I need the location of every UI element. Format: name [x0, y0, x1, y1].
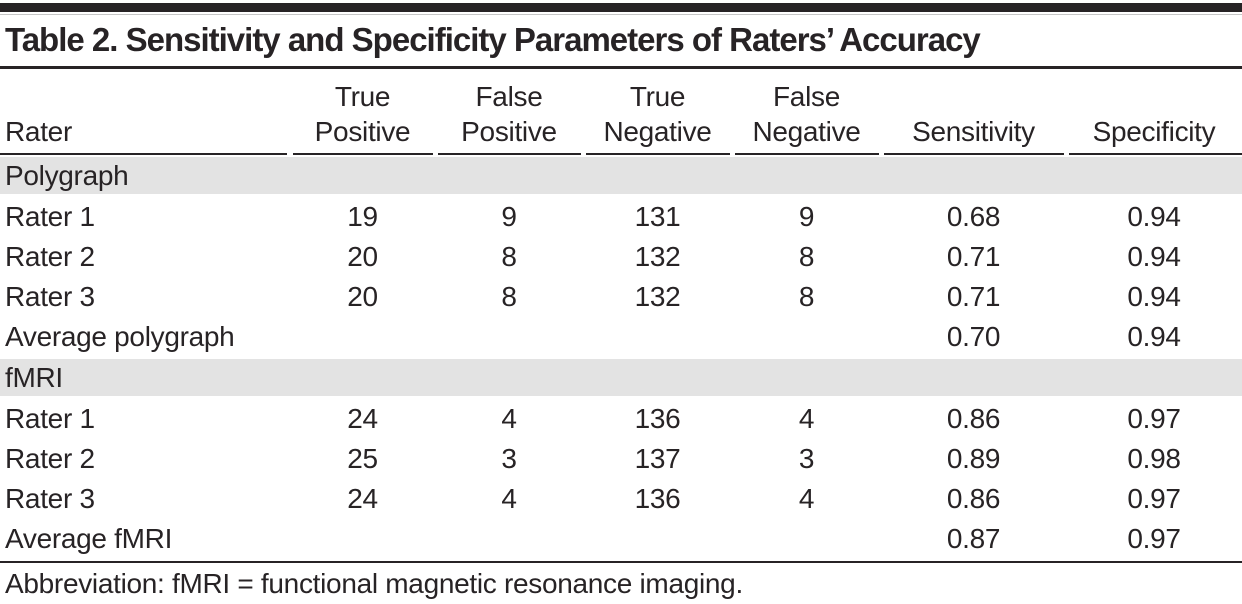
- cell-specificity: 0.94: [1127, 241, 1181, 272]
- cell-sensitivity: 0.71: [946, 281, 1001, 312]
- cell-tn: 137: [634, 443, 681, 474]
- cell-tp: 24: [347, 403, 378, 434]
- cell-tn: 136: [634, 483, 681, 514]
- table-header: Rater True Positive False Positive True …: [0, 69, 1242, 156]
- cell-tp: 19: [347, 201, 378, 232]
- cell-fp: 8: [501, 281, 517, 312]
- cell-rater: Rater 2: [5, 443, 95, 474]
- cell-fp: [435, 317, 583, 358]
- cell-fp: 4: [501, 483, 517, 514]
- cell-tp: 25: [347, 443, 378, 474]
- cell-specificity: 0.94: [1127, 281, 1181, 312]
- table-row: Rater 2 25 3 137 3 0.89 0.98: [0, 439, 1242, 479]
- table-body: Polygraph Rater 1 19 9 131 9 0.68 0.94 Rater 2 20…: [0, 155, 1242, 559]
- cell-fp: 4: [501, 403, 517, 434]
- cell-sensitivity: 0.70: [946, 321, 1001, 352]
- cell-sensitivity: 0.89: [946, 443, 1001, 474]
- cell-tn: 132: [634, 241, 681, 272]
- table-row: Rater 1 24 4 136 4 0.86 0.97: [0, 398, 1242, 440]
- cell-tn: 132: [634, 281, 681, 312]
- top-rule-shadow: [0, 14, 1242, 15]
- cell-specificity: 0.98: [1127, 443, 1181, 474]
- col-header-sensitivity: Sensitivity: [881, 69, 1066, 156]
- cell-sensitivity: 0.86: [946, 483, 1001, 514]
- cell-specificity: 0.97: [1127, 403, 1181, 434]
- section-row: Polygraph: [0, 155, 1242, 197]
- cell-specificity: 0.97: [1127, 483, 1181, 514]
- cell-fn: 4: [798, 403, 815, 434]
- cell-specificity: 0.94: [1127, 201, 1181, 232]
- cell-tn: 131: [634, 201, 681, 232]
- col-header-true-positive: True Positive: [290, 69, 435, 156]
- cell-fn: 4: [798, 483, 815, 514]
- cell-sensitivity: 0.68: [946, 201, 1001, 232]
- section-label: Polygraph: [0, 155, 1242, 197]
- table-row: Average fMRI 0.87 0.97: [0, 519, 1242, 559]
- col-header-false-positive: False Positive: [435, 69, 583, 156]
- table-row: Rater 2 20 8 132 8 0.71 0.94: [0, 237, 1242, 277]
- header-row: Rater True Positive False Positive True …: [0, 69, 1242, 156]
- cell-tp: [290, 317, 435, 358]
- cell-tn: [583, 317, 732, 358]
- cell-sensitivity: 0.86: [946, 403, 1001, 434]
- table-row: Rater 1 19 9 131 9 0.68 0.94: [0, 196, 1242, 238]
- cell-rater: Average fMRI: [5, 523, 173, 554]
- cell-fn: 9: [798, 201, 815, 232]
- cell-tp: [290, 519, 435, 559]
- cell-tn: [583, 519, 732, 559]
- table-row: Rater 3 24 4 136 4 0.86 0.97: [0, 479, 1242, 519]
- cell-specificity: 0.97: [1127, 523, 1181, 554]
- cell-fn: [732, 317, 881, 358]
- sensitivity-specificity-table: Rater True Positive False Positive True …: [0, 69, 1242, 559]
- cell-sensitivity: 0.87: [946, 523, 1001, 554]
- cell-rater: Rater 1: [5, 403, 95, 434]
- cell-rater: Rater 1: [5, 201, 95, 232]
- cell-tp: 20: [347, 281, 378, 312]
- table-row: Rater 3 20 8 132 8 0.71 0.94: [0, 277, 1242, 317]
- table-row: Average polygraph 0.70 0.94: [0, 317, 1242, 358]
- col-header-specificity: Specificity: [1066, 69, 1242, 156]
- cell-tp: 24: [347, 483, 378, 514]
- table-title: Table 2. Sensitivity and Specificity Par…: [0, 15, 1242, 69]
- cell-fp: 3: [501, 443, 517, 474]
- col-header-rater: Rater: [0, 69, 290, 156]
- cell-tn: 136: [634, 403, 681, 434]
- cell-sensitivity: 0.71: [946, 241, 1001, 272]
- cell-fn: 8: [798, 281, 815, 312]
- cell-fp: [435, 519, 583, 559]
- cell-specificity: 0.94: [1127, 321, 1181, 352]
- cell-fp: 8: [501, 241, 517, 272]
- cell-fn: 3: [798, 443, 815, 474]
- cell-fn: [732, 519, 881, 559]
- cell-rater: Rater 2: [5, 241, 95, 272]
- cell-tp: 20: [347, 241, 378, 272]
- col-header-false-negative: False Negative: [732, 69, 881, 156]
- cell-rater: Rater 3: [5, 281, 95, 312]
- cell-rater: Rater 3: [5, 483, 95, 514]
- section-row: fMRI: [0, 357, 1242, 399]
- cell-fn: 8: [798, 241, 815, 272]
- cell-rater: Average polygraph: [5, 321, 235, 352]
- section-label: fMRI: [0, 357, 1242, 399]
- top-rule: [0, 3, 1242, 12]
- table-footnote: Abbreviation: fMRI = functional magnetic…: [0, 561, 1242, 604]
- col-header-true-negative: True Negative: [583, 69, 732, 156]
- cell-fp: 9: [501, 201, 517, 232]
